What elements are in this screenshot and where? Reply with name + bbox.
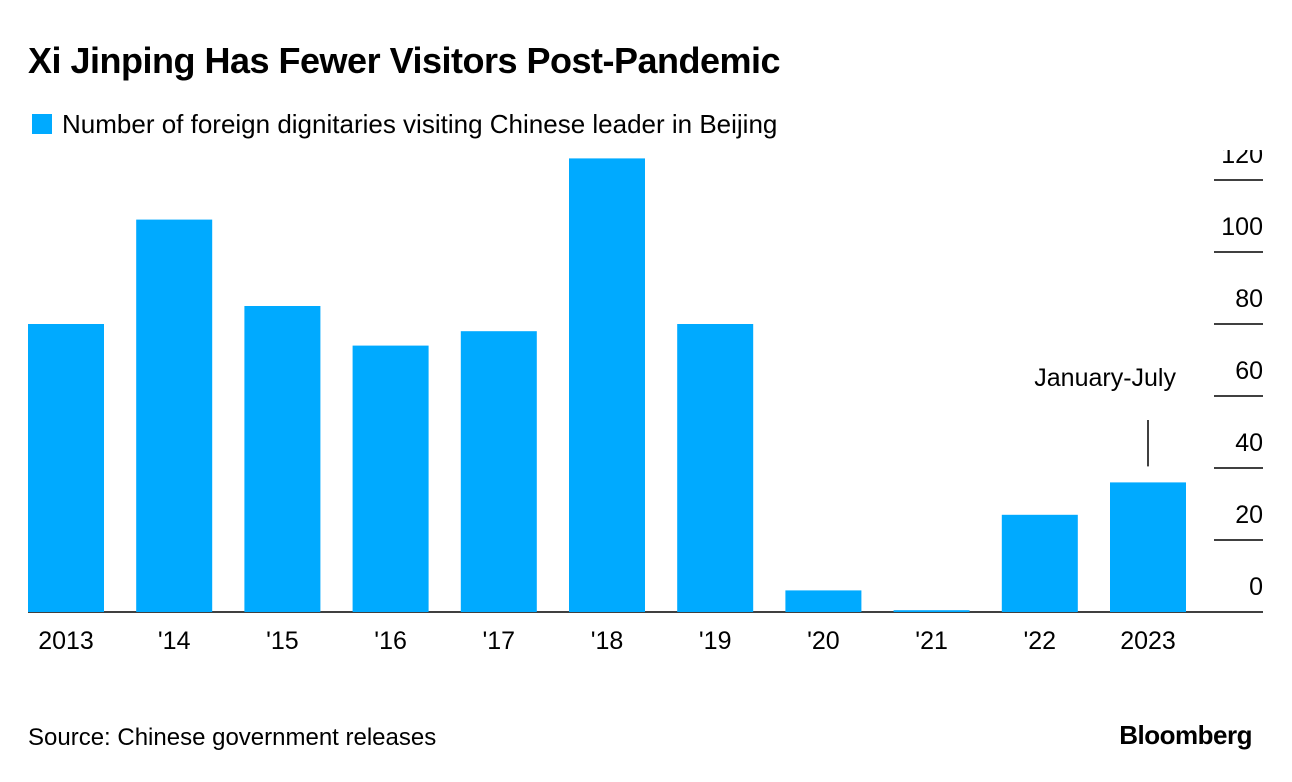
y-tick-label: 100 — [1221, 213, 1263, 241]
x-tick-label: '21 — [915, 627, 948, 655]
legend: Number of foreign dignitaries visiting C… — [32, 106, 777, 142]
y-tick-labels: 0 20 40 60 80 100 120 — [1221, 150, 1263, 601]
y-tick-label: 20 — [1235, 501, 1263, 529]
x-tick-label: '20 — [807, 627, 840, 655]
x-tick-label: '15 — [266, 627, 299, 655]
y-tick-label: 120 — [1221, 150, 1263, 169]
bar-chart: 0 20 40 60 80 100 120 2013 '14 '15 '16 '17 '18 '19 '2… — [28, 150, 1263, 655]
legend-label: Number of foreign dignitaries visiting C… — [62, 108, 778, 139]
bar — [677, 324, 754, 612]
y-tick-label: 80 — [1235, 285, 1263, 313]
y-tick-label: 60 — [1235, 357, 1263, 385]
x-tick-label: 2023 — [1120, 627, 1176, 655]
x-tick-label: '22 — [1024, 627, 1057, 655]
chart-title: Xi Jinping Has Fewer Visitors Post-Pande… — [28, 40, 781, 81]
annotation-label: January-July — [1034, 364, 1176, 392]
bar — [352, 345, 429, 612]
x-tick-label: '18 — [591, 627, 624, 655]
bar — [785, 590, 862, 612]
bar — [244, 306, 321, 612]
annotation-group: January-July — [1034, 364, 1176, 467]
bloomberg-logo: Bloomberg — [1119, 720, 1252, 750]
x-tick-label: '17 — [483, 627, 516, 655]
x-tick-label: '19 — [699, 627, 732, 655]
x-tick-labels: 2013 '14 '15 '16 '17 '18 '19 '20 '21 '22 2023 — [38, 627, 1176, 655]
bar — [569, 158, 645, 612]
source-note: Source: Chinese government releases — [28, 724, 437, 751]
y-tick-label: 0 — [1249, 573, 1263, 601]
bar — [136, 219, 213, 612]
bar — [460, 331, 537, 612]
bar — [28, 324, 104, 612]
bar — [893, 610, 970, 612]
bar — [1110, 482, 1186, 612]
legend-swatch — [32, 114, 52, 134]
bar — [1001, 514, 1078, 612]
x-tick-label: '14 — [158, 627, 191, 655]
bars — [28, 158, 1186, 612]
x-tick-label: 2013 — [38, 627, 94, 655]
y-tick-label: 40 — [1235, 429, 1263, 457]
x-tick-label: '16 — [374, 627, 407, 655]
